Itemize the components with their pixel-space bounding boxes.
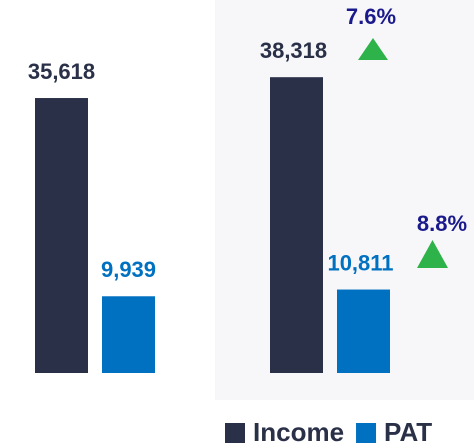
value-label: 38,318 (260, 38, 327, 63)
bar (102, 296, 155, 373)
legend-label: PAT (384, 417, 432, 447)
up-marker (417, 240, 448, 268)
bar (35, 98, 88, 373)
legend-swatch (356, 423, 377, 443)
value-label: 9,939 (101, 257, 156, 282)
value-label: 10,811 (327, 250, 393, 275)
annotation: 8.8% (417, 211, 467, 236)
legend-swatch (225, 423, 245, 443)
up-marker (358, 38, 388, 60)
bar (270, 77, 323, 373)
annotation: 7.6% (346, 4, 396, 29)
value-label: 35,618 (28, 59, 95, 84)
bar (337, 289, 390, 373)
legend-label: Income (253, 417, 344, 447)
